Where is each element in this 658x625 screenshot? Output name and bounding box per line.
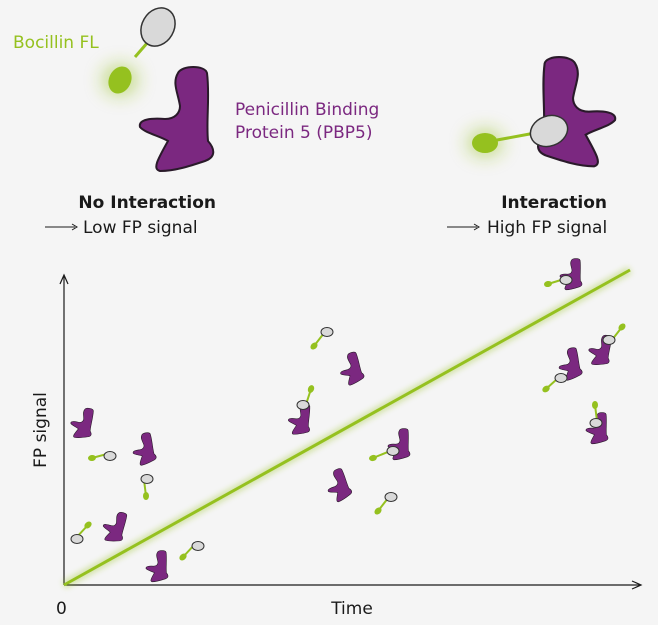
protein-icon: [99, 508, 130, 545]
bound-ligand-illustration: [467, 114, 569, 157]
low-fp-label: Low FP signal: [83, 218, 198, 238]
free-ligand-illustration: [102, 7, 176, 96]
protein-icon: [559, 258, 583, 291]
no-interaction-title: No Interaction: [78, 193, 216, 213]
origin-label: 0: [56, 599, 67, 619]
protein-icon: [321, 466, 354, 505]
high-fp-label: High FP signal: [487, 218, 607, 238]
pbp5-protein-icon: [138, 66, 215, 172]
protein-icon: [335, 350, 366, 388]
trend-line: [63, 268, 631, 587]
bound-protein-icon: [537, 56, 617, 168]
axes: [59, 273, 643, 590]
y-axis-label: FP signal: [31, 392, 51, 468]
protein-icon: [68, 405, 96, 441]
protein-label-line2: Protein 5 (PBP5): [235, 123, 372, 143]
x-axis-label: Time: [330, 599, 373, 619]
protein-label-line1: Penicillin Binding: [235, 100, 379, 120]
protein-icon: [145, 550, 169, 583]
interaction-title: Interaction: [501, 193, 607, 213]
ligand-label: Bocillin FL: [13, 33, 99, 53]
protein-icon: [129, 431, 158, 467]
